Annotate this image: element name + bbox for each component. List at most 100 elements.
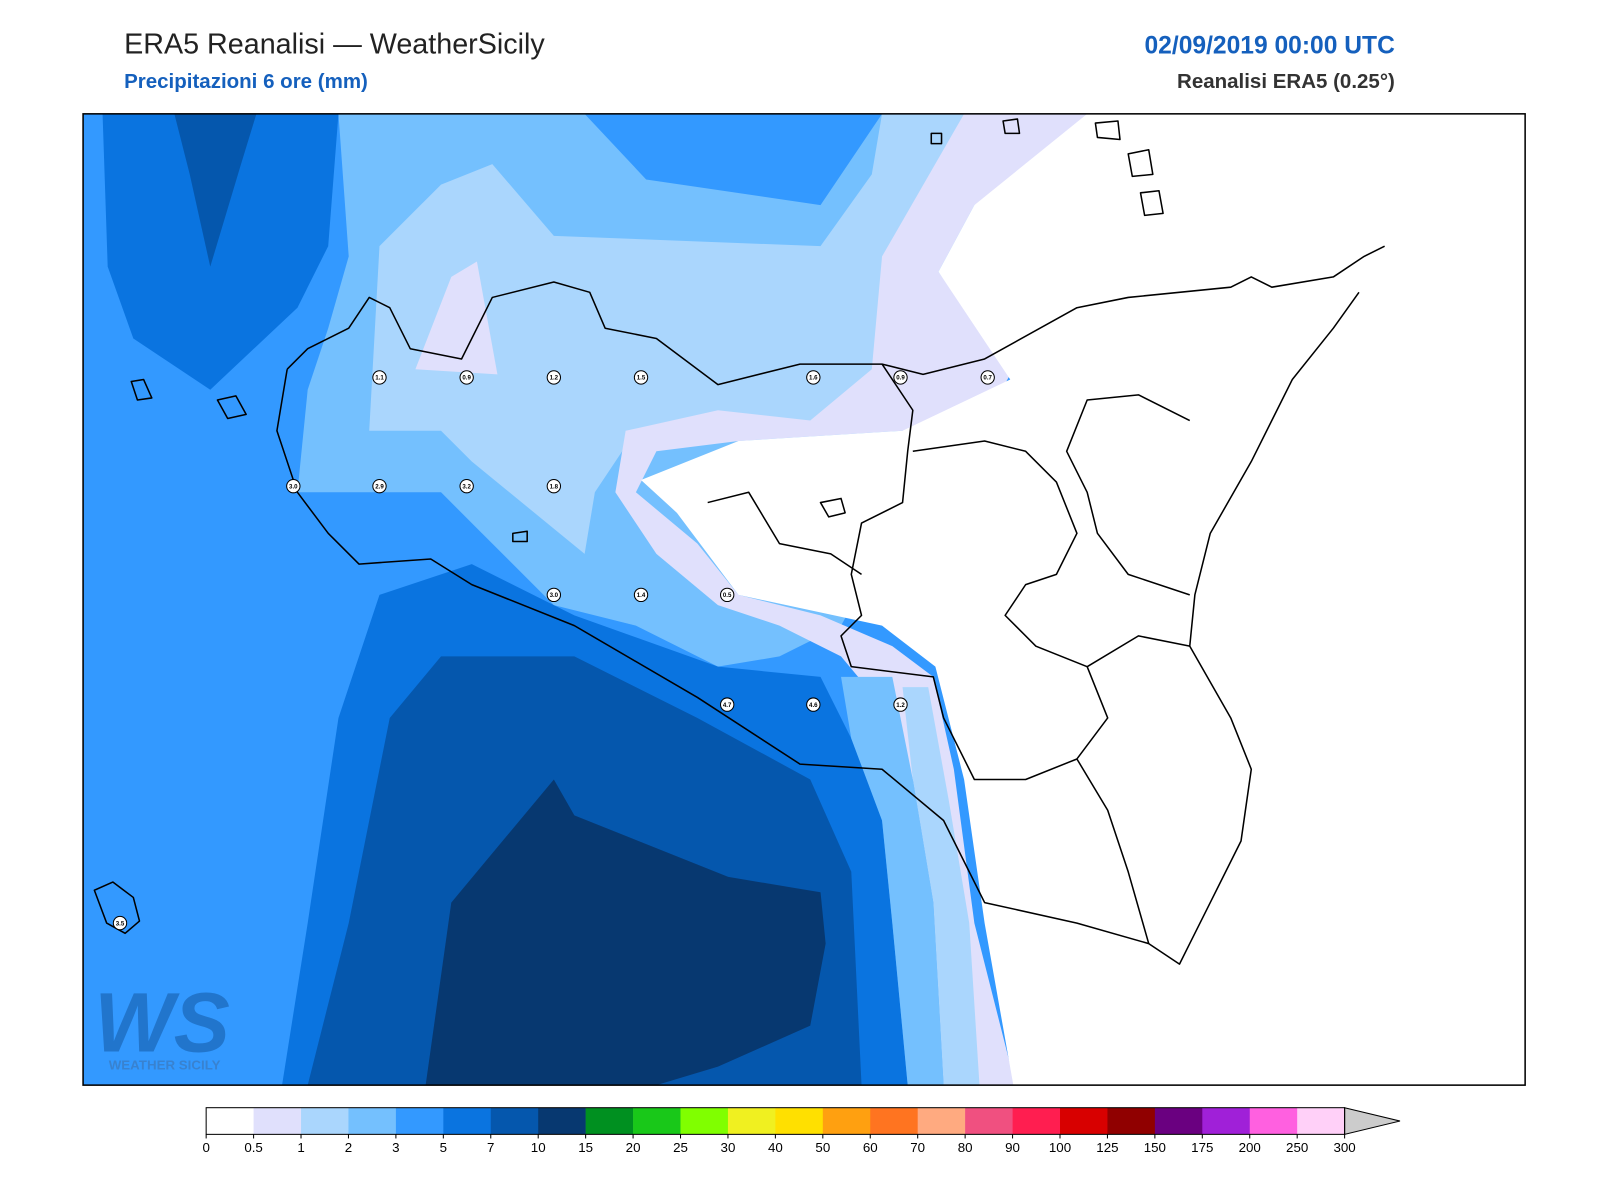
colorbar-label: 50 — [815, 1140, 830, 1155]
station-marker — [719, 697, 735, 712]
station-value: 1.4 — [637, 592, 646, 599]
colorbar-bin — [348, 1107, 397, 1135]
station-marker — [372, 478, 387, 494]
colorbar-bin — [1297, 1107, 1345, 1135]
colorbar-label: 3 — [392, 1140, 399, 1155]
station-value: 1.1 — [375, 375, 384, 382]
stations: 1.1 0.9 1.2 1.5 1.6 0.9 0.7 3.0 2.9 3.2 1.8 3.0 1.4 0… — [112, 370, 995, 931]
station-value: 1.6 — [809, 375, 818, 382]
station-marker — [372, 370, 387, 385]
colorbar-label: 90 — [1005, 1140, 1020, 1155]
colorbar-label: 5 — [440, 1140, 447, 1155]
colorbar-bin — [585, 1107, 634, 1135]
station-marker — [719, 587, 735, 603]
province-borders — [707, 363, 1191, 944]
colorbar-bin — [206, 1107, 254, 1135]
colorbar-bin — [1107, 1107, 1156, 1135]
logo-text: WEATHER SICILY — [109, 1058, 221, 1073]
station-marker — [112, 915, 128, 931]
colorbar-bin — [680, 1107, 729, 1135]
colorbar-bin — [1249, 1107, 1298, 1135]
colorbar-label: 7 — [487, 1140, 494, 1155]
station-marker — [806, 697, 821, 712]
datetime: 02/09/2019 00:00 UTC — [1144, 32, 1395, 59]
colorbar-label: 200 — [1239, 1140, 1261, 1155]
station-marker — [980, 370, 995, 385]
station-marker — [806, 370, 821, 385]
station-value: 0.5 — [723, 592, 732, 599]
station-value: 1.8 — [550, 483, 559, 490]
field-2-3 — [841, 676, 944, 1086]
colorbar-label: 40 — [768, 1140, 783, 1155]
colorbar-bin — [727, 1107, 776, 1135]
colorbar-label: 250 — [1286, 1140, 1308, 1155]
station-value: 3.2 — [462, 483, 471, 490]
colorbar-label: 125 — [1096, 1140, 1118, 1155]
station-value: 3.5 — [116, 920, 125, 927]
colorbar: 0 0.5 1 2 3 5 7 10 15 20 25 30 40 50 60 70 80 90 100 125 150… — [202, 1107, 1401, 1155]
logo-mark: WS — [94, 975, 229, 1069]
field-0.5-1 — [615, 113, 1088, 1086]
field-10-15 — [425, 779, 826, 1086]
colorbar-label: 70 — [910, 1140, 925, 1155]
colorbar-label: 25 — [673, 1140, 688, 1155]
colorbar-label: 175 — [1191, 1140, 1213, 1155]
colorbar-label: 2 — [345, 1140, 352, 1155]
station-value: 0.9 — [462, 375, 471, 382]
colorbar-extend — [1344, 1107, 1401, 1136]
colorbar-bin — [253, 1107, 302, 1135]
station-value: 3.0 — [289, 483, 298, 490]
coastline — [276, 245, 1385, 965]
station-value: 3.0 — [550, 592, 559, 599]
subtitle: Precipitazioni 6 ore (mm) — [124, 70, 368, 93]
station-marker — [893, 697, 908, 712]
colorbar-label: 100 — [1049, 1140, 1071, 1155]
station-value: 2.9 — [375, 483, 384, 490]
field-1-2 — [902, 687, 980, 1086]
station-value: 1.5 — [637, 375, 646, 382]
colorbar-bin — [917, 1107, 966, 1135]
colorbar-label: 20 — [626, 1140, 641, 1155]
map-frame — [82, 113, 1526, 1086]
colorbar-label: 0.5 — [244, 1140, 263, 1155]
station-marker — [633, 370, 649, 385]
station-value: 4.7 — [723, 702, 732, 709]
colorbar-bin — [443, 1107, 492, 1135]
colorbar-label: 60 — [863, 1140, 878, 1155]
colorbar-bin — [1012, 1107, 1061, 1135]
colorbar-bin — [538, 1107, 586, 1135]
colorbar-bin — [490, 1107, 539, 1135]
colorbar-bin — [395, 1107, 444, 1135]
station-marker — [546, 478, 562, 494]
islands — [93, 118, 1164, 935]
colorbar-label: 15 — [578, 1140, 593, 1155]
station-value: 0.7 — [983, 375, 992, 382]
station-marker — [633, 587, 649, 603]
station-value: 4.6 — [809, 702, 818, 709]
station-marker — [893, 370, 908, 385]
colorbar-bin — [301, 1107, 349, 1135]
colorbar-bin — [870, 1107, 918, 1135]
colorbar-label: 80 — [958, 1140, 973, 1155]
field-0.5-1 — [415, 261, 498, 375]
logo: WS WEATHER SICILY — [94, 975, 229, 1072]
station-marker — [546, 370, 562, 385]
station-marker — [459, 478, 474, 494]
colorbar-label: 150 — [1144, 1140, 1166, 1155]
colorbar-label: 10 — [531, 1140, 546, 1155]
field-7-10 — [174, 113, 257, 267]
colorbar-bin — [822, 1107, 871, 1135]
colorbar-bin — [1202, 1107, 1251, 1135]
source: Reanalisi ERA5 (0.25°) — [1177, 70, 1395, 93]
station-marker — [546, 587, 562, 603]
colorbar-label: 300 — [1333, 1140, 1355, 1155]
field-5-7 — [102, 113, 339, 390]
colorbar-bin — [1060, 1107, 1108, 1135]
colorbar-label: 30 — [721, 1140, 736, 1155]
precip-field — [83, 113, 1526, 1086]
colorbar-label: 0 — [202, 1140, 209, 1155]
station-value: 1.2 — [550, 375, 559, 382]
colorbar-label: 1 — [297, 1140, 304, 1155]
